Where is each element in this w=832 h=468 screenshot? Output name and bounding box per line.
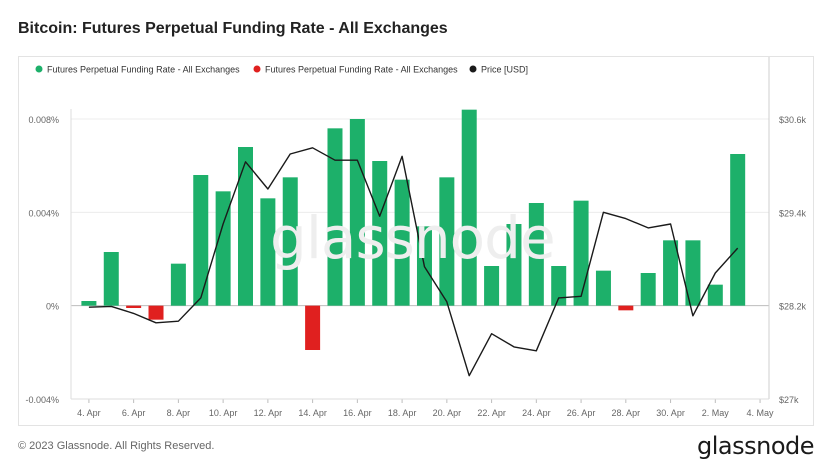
x-tick-label: 26. Apr	[567, 408, 596, 418]
y-right-tick-label: $27k	[779, 395, 799, 405]
legend-item[interactable]: Price [USD]	[469, 65, 529, 75]
x-tick-label: 22. Apr	[477, 408, 506, 418]
y-left-tick-label: -0.004%	[25, 395, 59, 405]
funding-rate-bar	[528, 203, 544, 306]
funding-rate-bar	[305, 305, 321, 350]
funding-rate-bar	[215, 191, 231, 306]
x-tick-label: 20. Apr	[433, 408, 462, 418]
legend-marker-icon	[253, 65, 261, 73]
price-line-layer	[88, 147, 739, 377]
funding-rate-bar	[551, 266, 567, 306]
funding-rate-bar	[573, 200, 589, 306]
x-tick-label: 4. May	[747, 408, 775, 418]
funding-rate-bar	[707, 284, 723, 306]
legend-item[interactable]: Futures Perpetual Funding Rate - All Exc…	[253, 65, 459, 75]
y-right-tick-label: $30.6k	[779, 115, 807, 125]
copyright-text: © 2023 Glassnode. All Rights Reserved.	[18, 440, 215, 452]
x-tick-label: 6. Apr	[122, 408, 146, 418]
brand-logo[interactable]: glassnode	[696, 432, 815, 460]
chart-svg: Futures Perpetual Funding Rate - All Exc…	[25, 57, 807, 418]
funding-rate-bar	[238, 147, 253, 306]
funding-rate-bar	[663, 240, 679, 306]
legend-label: Futures Perpetual Funding Rate - All Exc…	[47, 65, 240, 75]
funding-rate-bar	[618, 305, 634, 311]
funding-rate-bar	[170, 263, 186, 306]
x-tick-label: 4. Apr	[77, 408, 101, 418]
x-tick-label: 8. Apr	[167, 408, 191, 418]
funding-rate-bar	[103, 252, 119, 306]
funding-rate-bar	[730, 154, 746, 306]
y-left-tick-label: 0.008%	[28, 115, 59, 125]
x-tick-label: 12. Apr	[254, 408, 283, 418]
legend-marker-icon	[469, 65, 477, 73]
x-tick-label: 30. Apr	[656, 408, 685, 418]
legend[interactable]: Futures Perpetual Funding Rate - All Exc…	[35, 65, 529, 75]
x-tick-label: 16. Apr	[343, 408, 372, 418]
funding-rate-bar	[282, 177, 298, 306]
legend-label: Price [USD]	[481, 65, 528, 75]
funding-rate-bar	[685, 240, 701, 306]
x-tick-label: 18. Apr	[388, 408, 417, 418]
x-tick-label: 10. Apr	[209, 408, 238, 418]
price-line	[88, 147, 739, 377]
funding-rate-bar	[126, 305, 142, 308]
funding-rate-bar	[193, 175, 209, 306]
funding-rate-bar	[260, 198, 276, 306]
y-left-tick-label: 0%	[46, 302, 59, 312]
funding-rate-bar	[484, 266, 500, 306]
funding-rate-bar	[640, 273, 656, 306]
legend-marker-icon	[35, 65, 43, 73]
x-tick-label: 24. Apr	[522, 408, 551, 418]
page-title: Bitcoin: Futures Perpetual Funding Rate …	[18, 20, 448, 37]
funding-rate-bar	[81, 301, 97, 306]
funding-rate-bar	[595, 270, 611, 306]
funding-rate-bar	[148, 305, 164, 320]
y-right-tick-label: $29.4k	[779, 208, 807, 218]
x-tick-label: 14. Apr	[298, 408, 327, 418]
funding-rate-bar	[439, 177, 455, 306]
funding-rate-bar	[349, 119, 365, 306]
axis-layer: 0.008% 0.004% 0% -0.004% $30.6k $29.4k $28.2k $…	[25, 57, 807, 418]
legend-label: Futures Perpetual Funding Rate - All Exc…	[265, 65, 458, 75]
bars-layer	[81, 109, 746, 350]
funding-rate-bar	[394, 179, 410, 306]
x-tick-label: 2. May	[702, 408, 730, 418]
funding-rate-bar	[372, 161, 388, 306]
x-tick-label: 28. Apr	[612, 408, 641, 418]
chart-panel: Futures Perpetual Funding Rate - All Exc…	[18, 56, 814, 426]
funding-rate-bar	[327, 128, 343, 306]
funding-rate-bar	[461, 109, 477, 306]
funding-rate-bar	[506, 224, 522, 306]
y-left-tick-label: 0.004%	[28, 208, 59, 218]
y-right-tick-label: $28.2k	[779, 302, 807, 312]
legend-item[interactable]: Futures Perpetual Funding Rate - All Exc…	[35, 65, 241, 75]
